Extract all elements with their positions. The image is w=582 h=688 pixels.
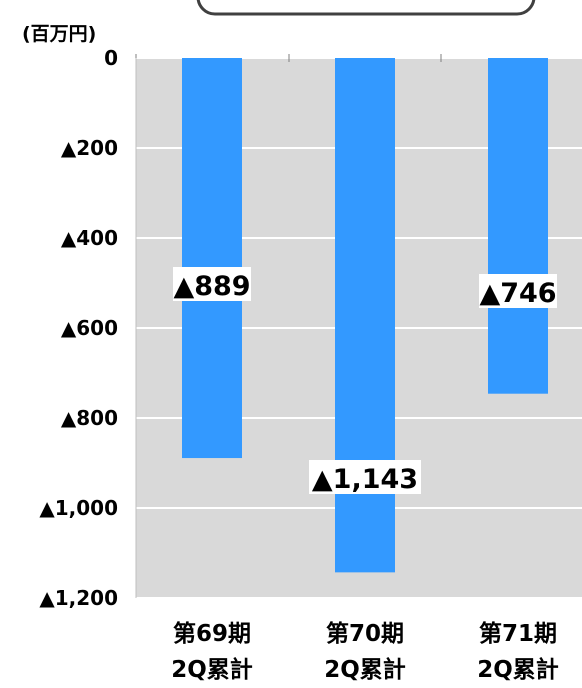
data-label-text: ▲1,143	[312, 464, 418, 495]
bar	[182, 58, 242, 459]
x-category-line: 第71期	[479, 620, 557, 647]
y-tick-label: ▲800	[61, 406, 118, 430]
bar	[488, 58, 548, 394]
data-label-text: ▲746	[479, 278, 556, 309]
data-label-text: ▲889	[173, 271, 250, 302]
y-tick-label: ▲1,200	[39, 586, 118, 610]
x-category-line: 2Q累計	[171, 656, 253, 683]
y-tick-label: ▲400	[61, 226, 118, 250]
bar	[335, 58, 395, 573]
data-labels: ▲889 ▲1,143 ▲746	[173, 267, 557, 495]
data-label: ▲1,143	[309, 460, 421, 495]
top-decoration	[196, 0, 536, 16]
y-tick-label: 0	[104, 46, 118, 70]
x-category-line: 2Q累計	[324, 656, 406, 683]
data-label-box	[309, 460, 421, 494]
x-category-label: 第69期 2Q累計	[171, 620, 253, 683]
x-category-label: 第71期 2Q累計	[477, 620, 559, 683]
unit-label: (百万円)	[22, 23, 96, 45]
x-category-line: 第70期	[326, 620, 404, 647]
data-label: ▲746	[479, 274, 557, 309]
x-axis-categories: 第69期 2Q累計 第70期 2Q累計 第71期 2Q累計	[171, 620, 559, 683]
bars	[182, 58, 548, 573]
data-label-box	[173, 267, 251, 301]
data-label-box	[479, 274, 557, 308]
y-tick-label: ▲1,000	[39, 496, 118, 520]
data-label: ▲889	[173, 267, 251, 302]
y-tick-label: ▲200	[61, 136, 118, 160]
x-category-label: 第70期 2Q累計	[324, 620, 406, 683]
y-axis-ticks: 0 ▲200 ▲400 ▲600 ▲800 ▲1,000 ▲1,200	[39, 46, 118, 610]
x-category-line: 2Q累計	[477, 656, 559, 683]
y-tick-label: ▲600	[61, 316, 118, 340]
x-category-line: 第69期	[173, 620, 251, 647]
